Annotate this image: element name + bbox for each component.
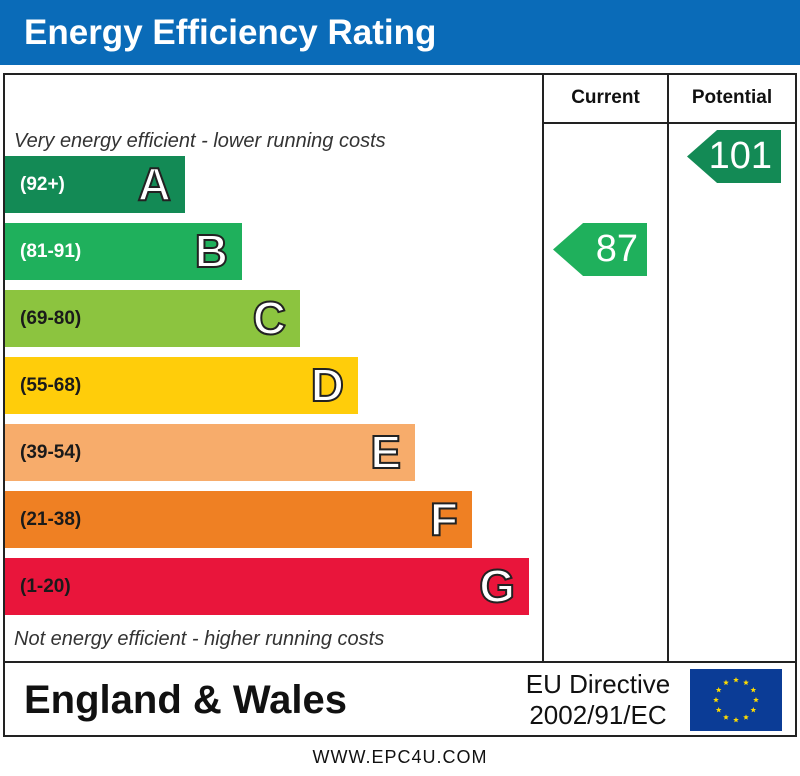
band-range-label: (55-68) xyxy=(20,375,82,396)
band-a: (92+) A xyxy=(5,156,185,213)
band-letter: F xyxy=(429,492,459,546)
band-range-label: (21-38) xyxy=(20,509,82,530)
divider-footer xyxy=(3,661,797,663)
eu-flag-star xyxy=(743,679,749,686)
eu-flag-star xyxy=(715,687,722,693)
header-bar: Energy Efficiency Rating xyxy=(0,0,800,65)
band-b: (81-91) B xyxy=(5,223,242,280)
band-range-label: (69-80) xyxy=(20,308,82,329)
band-letter: B xyxy=(194,224,229,278)
column-head-potential: Potential xyxy=(691,87,773,108)
divider-columns-head xyxy=(542,122,797,124)
page-title: Energy Efficiency Rating xyxy=(24,13,437,52)
band-e: (39-54) E xyxy=(5,424,415,481)
divider-current xyxy=(542,73,544,662)
eu-flag-star xyxy=(750,707,757,713)
current-rating-arrow: 87 xyxy=(553,223,647,276)
band-f: (21-38) F xyxy=(5,491,472,548)
eu-flag-star xyxy=(733,677,739,683)
eu-flag-star xyxy=(723,679,729,686)
band-range-label: (92+) xyxy=(20,174,65,195)
band-range-label: (1-20) xyxy=(20,576,71,597)
region-label: England & Wales xyxy=(24,678,348,722)
eu-directive: EU Directive 2002/91/EC xyxy=(514,669,682,731)
divider-potential xyxy=(667,73,669,662)
band-letter: E xyxy=(369,425,402,479)
band-letter: C xyxy=(252,291,287,345)
eu-directive-number: 2002/91/EC xyxy=(529,700,667,730)
site-url: WWW.EPC4U.COM xyxy=(312,747,488,767)
eu-flag-star xyxy=(743,714,749,720)
caption-bottom: Not energy efficient - higher running co… xyxy=(14,628,385,650)
eu-flag-icon xyxy=(690,669,782,731)
caption-top: Very energy efficient - lower running co… xyxy=(14,130,386,152)
band-letter: G xyxy=(478,559,516,613)
eu-flag-star xyxy=(753,697,759,703)
eu-flag-star xyxy=(733,717,739,723)
rating-frame xyxy=(3,73,797,737)
band-range-label: (39-54) xyxy=(20,442,82,463)
eu-flag-star xyxy=(750,687,757,693)
column-head-current: Current xyxy=(571,87,640,108)
band-c: (69-80) C xyxy=(5,290,300,347)
band-range-label: (81-91) xyxy=(20,241,82,262)
eu-flag-star xyxy=(723,714,729,720)
band-d: (55-68) D xyxy=(5,357,358,414)
eu-directive-title: EU Directive xyxy=(525,669,671,699)
band-letter: A xyxy=(137,157,172,211)
eu-flag-star xyxy=(713,697,719,703)
band-g: (1-20) G xyxy=(5,558,529,615)
eu-flag-star xyxy=(715,707,722,713)
band-letter: D xyxy=(310,358,345,412)
